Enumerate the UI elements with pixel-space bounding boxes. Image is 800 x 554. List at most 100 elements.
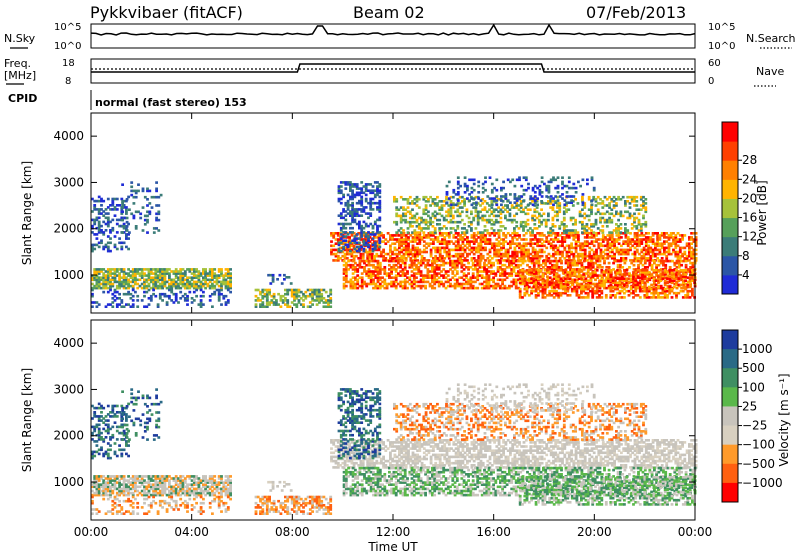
power-cell — [229, 272, 232, 275]
power-cell — [395, 200, 399, 203]
power-cell — [647, 246, 650, 250]
power-cell — [318, 294, 321, 298]
power-cell — [106, 247, 110, 251]
power-cell — [524, 254, 528, 258]
power-cell — [407, 252, 410, 256]
power-cell — [476, 223, 480, 226]
cpid-label: CPID — [8, 92, 37, 105]
power-cell — [174, 274, 178, 277]
power-cell — [604, 269, 608, 272]
power-cell — [577, 236, 580, 239]
power-cell — [558, 227, 562, 230]
power-cell — [647, 257, 650, 260]
power-cell — [202, 282, 205, 286]
power-cell — [460, 210, 464, 214]
power-cell — [190, 282, 194, 286]
power-cell — [674, 234, 678, 237]
power-cell — [599, 250, 603, 254]
power-cell — [519, 204, 523, 207]
power-cell — [508, 218, 512, 222]
power-cell — [688, 246, 691, 250]
power-cell — [157, 218, 161, 222]
power-cell — [590, 242, 594, 245]
power-cell — [353, 218, 357, 222]
power-cell — [445, 234, 449, 237]
power-cell — [536, 238, 539, 241]
power-cell — [538, 212, 541, 216]
power-cell — [118, 272, 121, 275]
power-cell — [459, 238, 462, 241]
power-cell — [678, 250, 682, 254]
power-cell — [371, 208, 375, 211]
power-cell — [125, 245, 128, 249]
power-cell — [692, 250, 696, 254]
power-cell — [91, 276, 94, 279]
power-cell — [656, 234, 659, 237]
power-cell — [113, 197, 117, 201]
power-cell — [441, 242, 444, 245]
power-cell — [188, 282, 192, 286]
power-cell — [147, 303, 151, 306]
power-cell — [556, 206, 559, 209]
power-cell — [447, 242, 451, 245]
power-cell — [479, 231, 482, 234]
power-cell — [549, 227, 553, 230]
power-cell — [268, 290, 271, 294]
power-cell — [472, 202, 476, 205]
power-cell — [297, 301, 301, 304]
power-cell — [546, 275, 549, 278]
power-cell — [413, 248, 417, 252]
power-cell — [93, 218, 97, 222]
power-cell — [447, 234, 451, 237]
power-cell — [334, 254, 338, 258]
power-cell — [183, 299, 187, 302]
power-cell — [583, 216, 587, 220]
power-cell — [188, 284, 192, 288]
power-cell — [660, 232, 664, 235]
power-cell — [172, 284, 176, 288]
power-cell — [569, 229, 573, 232]
power-cell — [586, 259, 589, 262]
power-cell — [211, 284, 214, 288]
power-cell — [638, 234, 641, 237]
power-cell — [179, 280, 183, 284]
power-cell — [129, 284, 133, 288]
power-cell — [667, 248, 671, 252]
power-cell — [341, 242, 345, 245]
power-cell — [610, 244, 614, 248]
power-cell — [649, 236, 653, 239]
power-cell — [362, 210, 366, 213]
power-cell — [433, 216, 437, 220]
power-cell — [402, 246, 406, 250]
power-cell — [452, 242, 456, 245]
power-cell — [265, 290, 269, 294]
power-cell — [470, 257, 474, 260]
power-cell — [120, 270, 124, 273]
power-cell — [481, 202, 485, 205]
power-cell — [308, 288, 312, 292]
power-cell — [118, 286, 121, 290]
power-cell — [132, 216, 136, 220]
power-cell — [460, 231, 464, 234]
power-cell — [373, 201, 377, 205]
power-cell — [370, 252, 374, 256]
power-cell — [493, 232, 496, 235]
power-cell — [125, 225, 129, 228]
power-cell — [113, 299, 117, 302]
power-cell — [311, 294, 314, 298]
power-cell — [346, 206, 350, 209]
power-cell — [165, 272, 169, 275]
power-cell — [362, 191, 366, 195]
power-cell — [656, 252, 659, 256]
power-cell — [121, 204, 124, 207]
power-cell — [533, 234, 537, 237]
power-cell — [161, 282, 164, 286]
power-cell — [339, 185, 343, 188]
power-cell — [501, 200, 505, 203]
power-cell — [599, 242, 603, 245]
nave-tick-top: 60 — [708, 58, 721, 69]
power-cell — [642, 246, 646, 250]
power-cell — [540, 254, 544, 258]
power-cell — [581, 248, 585, 252]
power-cell — [622, 252, 626, 256]
